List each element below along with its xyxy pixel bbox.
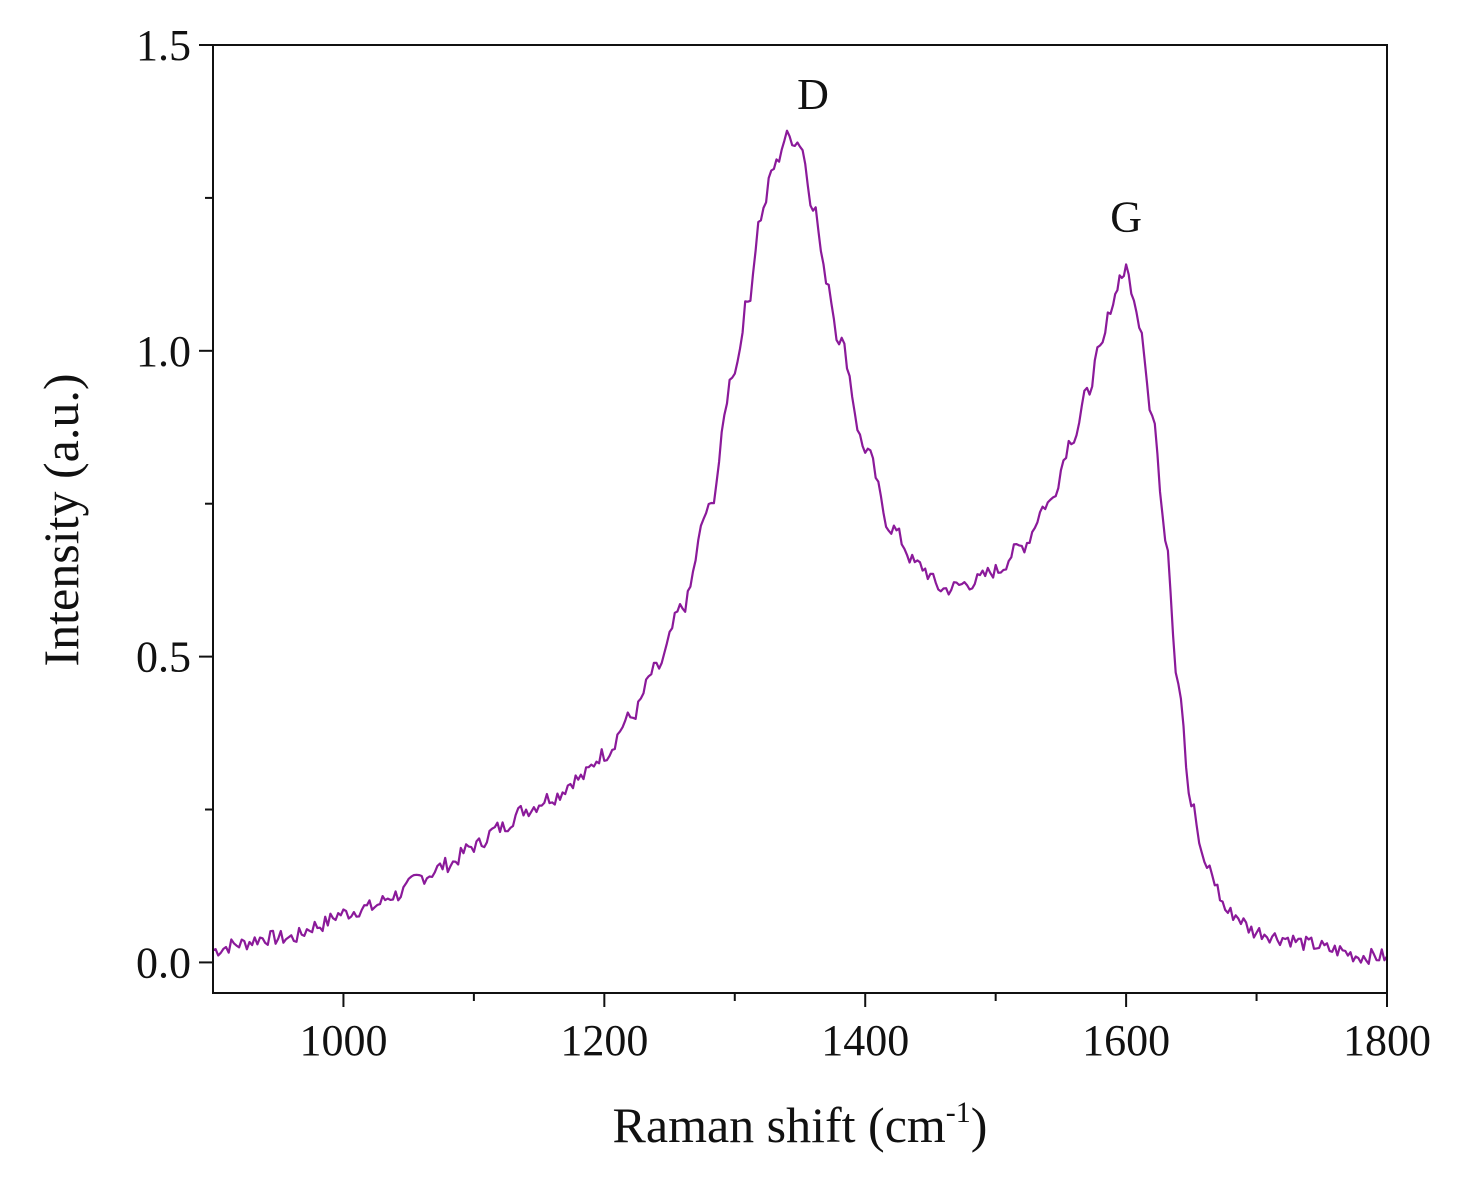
x-tick-label: 1600 xyxy=(1082,1016,1170,1065)
y-tick-label: 0.0 xyxy=(136,938,191,987)
plot-frame xyxy=(212,44,1388,994)
chart-marks: DG xyxy=(212,70,1388,965)
axis-ticks: 1000 1200 1400 1600 1800 0.0 0.5 1.0 1.5 xyxy=(136,21,1431,1065)
x-axis-title-close: ) xyxy=(971,1097,988,1153)
spectrum-line xyxy=(212,129,1388,965)
x-axis-title-main: Raman shift (cm xyxy=(613,1097,946,1153)
x-tick-label: 1000 xyxy=(299,1016,387,1065)
peak-label-d: D xyxy=(797,70,829,119)
peak-label-g: G xyxy=(1110,192,1142,241)
x-tick-label: 1400 xyxy=(821,1016,909,1065)
x-axis-title-superscript: -1 xyxy=(946,1096,971,1129)
x-axis-title: Raman shift (cm-1) xyxy=(613,1096,988,1153)
y-tick-label: 1.5 xyxy=(136,21,191,70)
y-tick-label: 1.0 xyxy=(136,327,191,376)
y-tick-label: 0.5 xyxy=(136,633,191,682)
x-tick-label: 1800 xyxy=(1343,1016,1431,1065)
x-tick-label: 1200 xyxy=(560,1016,648,1065)
y-axis-title: Intensity (a.u.) xyxy=(33,374,89,667)
